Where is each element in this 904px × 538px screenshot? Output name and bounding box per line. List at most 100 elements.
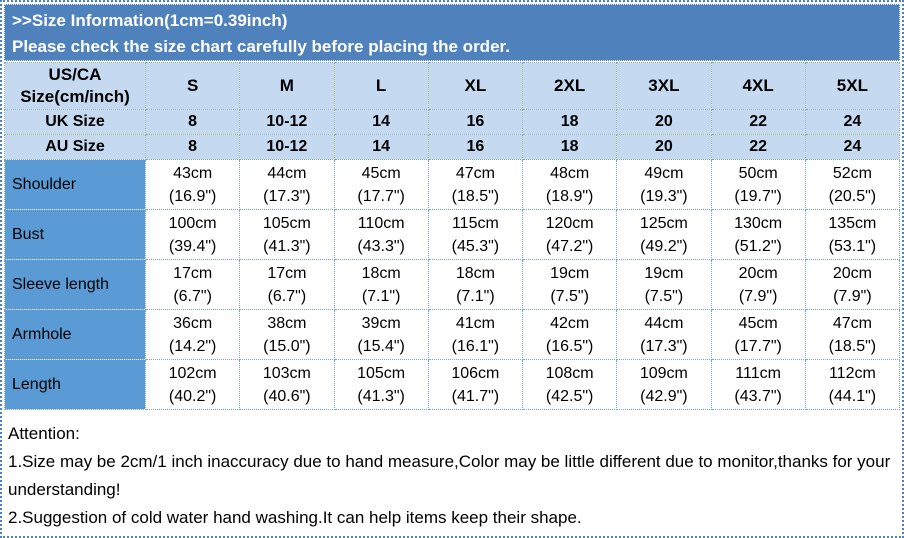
cm-value: 47cm [832,314,872,332]
uk-size-row: UK Size 8 10-12 14 16 18 20 22 24 [4,109,901,135]
header-title: >>Size Information(1cm=0.39inch) [12,11,288,30]
measurement-label: Sleeve length [4,259,146,310]
measurement-cell: 20cm (7.9") [710,259,806,310]
au-size-value: 24 [804,134,901,160]
uk-size-value: 22 [710,109,806,135]
inch-value: (6.7") [173,287,212,305]
cm-value: 41cm [455,314,495,332]
cm-value: 19cm [644,264,684,282]
cm-value: 130cm [734,214,783,232]
uk-size-value: 20 [616,109,712,135]
measurement-cell: 135cm (53.1") [804,209,901,260]
cm-value: 36cm [173,314,213,332]
inch-value: (49.2") [640,237,688,255]
uk-size-value: 18 [521,109,618,135]
inch-value: (42.5") [545,387,594,405]
measurement-cell: 38cm (15.0") [239,309,335,360]
measurement-cell: 17cm (6.7") [239,259,335,310]
inch-value: (43.7") [734,387,782,405]
size-column-header: 3XL [616,62,712,110]
au-size-label: AU Size [4,134,146,160]
inch-value: (53.1") [828,237,877,255]
cm-value: 120cm [545,214,594,232]
measurement-row: Armhole 36cm (14.2") 38cm (15.0") 39cm (15.4")… [4,309,901,360]
measurement-cell: 18cm (7.1") [333,259,429,310]
inch-value: (7.9") [738,287,778,305]
attention-note-2: 2.Suggestion of cold water hand washing.… [8,508,582,527]
size-column-header: 5XL [804,62,901,110]
inch-value: (7.5") [644,287,684,305]
inch-value: (51.2") [734,237,782,255]
measurement-cell: 48cm (18.9") [521,159,618,210]
uk-size-value: 8 [144,109,241,135]
inch-value: (41.3") [357,387,405,405]
cm-value: 17cm [173,264,213,282]
cm-value: 18cm [361,264,401,282]
inch-value: (44.1") [828,387,877,405]
measurement-cell: 109cm (42.9") [616,359,712,410]
inch-value: (16.5") [545,337,594,355]
au-size-value: 20 [616,134,712,160]
cm-value: 109cm [639,364,688,382]
uk-size-value: 10-12 [239,109,335,135]
measurement-cell: 45cm (17.7") [333,159,429,210]
measurement-cell: 44cm (17.3") [616,309,712,360]
inch-value: (17.7") [357,187,405,205]
cm-value: 17cm [267,264,307,282]
cm-value: 100cm [168,214,217,232]
measurement-cell: 120cm (47.2") [521,209,618,260]
cm-value: 43cm [173,164,213,182]
cm-value: 108cm [545,364,594,382]
measurement-cell: 18cm (7.1") [427,259,524,310]
inch-value: (47.2") [545,237,594,255]
inch-value: (18.5") [451,187,500,205]
size-table-body: US/CA Size(cm/inch) S M L XL 2XL 3XL 4XL 5XL UK Si… [4,62,901,410]
au-size-value: 16 [427,134,524,160]
inch-value: (17.7") [734,337,782,355]
inch-value: (39.4") [168,237,217,255]
uk-size-value: 14 [333,109,429,135]
inch-value: (14.2") [168,337,217,355]
cm-value: 52cm [832,164,872,182]
attention-note-1: 1.Size may be 2cm/1 inch inaccuracy due … [8,452,891,499]
measurement-cell: 112cm (44.1") [804,359,901,410]
cm-value: 135cm [828,214,877,232]
measurement-cell: 102cm (40.2") [144,359,241,410]
cm-value: 106cm [451,364,500,382]
inch-value: (19.7") [734,187,782,205]
attention-section: Attention: 1.Size may be 2cm/1 inch inac… [4,410,900,532]
measurement-cell: 103cm (40.6") [239,359,335,410]
measurement-cell: 17cm (6.7") [144,259,241,310]
measurement-label: Shoulder [4,159,146,210]
measurement-cell: 49cm (19.3") [616,159,712,210]
cm-value: 110cm [357,214,405,232]
inch-value: (43.3") [357,237,405,255]
measurement-cell: 105cm (41.3") [333,359,429,410]
au-size-row: AU Size 8 10-12 14 16 18 20 22 24 [4,134,901,160]
corner-line-2: Size(cm/inch) [20,87,130,106]
size-column-header: 4XL [710,62,806,110]
cm-value: 105cm [357,364,406,382]
measurement-cell: 110cm (43.3") [333,209,429,260]
measurement-cell: 47cm (18.5") [804,309,901,360]
inch-value: (16.1") [451,337,500,355]
measurement-cell: 42cm (16.5") [521,309,618,360]
inch-value: (7.1") [456,287,495,305]
measurement-cell: 41cm (16.1") [427,309,524,360]
size-column-header: 2XL [521,62,618,110]
corner-line-1: US/CA [48,65,102,84]
cm-value: 115cm [451,214,499,232]
measurement-row: Bust 100cm (39.4") 105cm (41.3") 110cm (43.3")… [4,209,901,260]
au-size-value: 22 [710,134,806,160]
measurement-row: Shoulder 43cm (16.9") 44cm (17.3") 45cm (17.7"… [4,159,901,210]
measurement-cell: 39cm (15.4") [333,309,429,360]
cm-value: 20cm [738,264,778,282]
inch-value: (15.0") [263,337,311,355]
measurement-row: Sleeve length 17cm (6.7") 17cm (6.7") 18cm (7.… [4,259,901,310]
measurement-cell: 52cm (20.5") [804,159,901,210]
inch-value: (17.3") [263,187,311,205]
au-size-value: 8 [144,134,241,160]
measurement-cell: 19cm (7.5") [521,259,618,310]
measurement-cell: 50cm (19.7") [710,159,806,210]
